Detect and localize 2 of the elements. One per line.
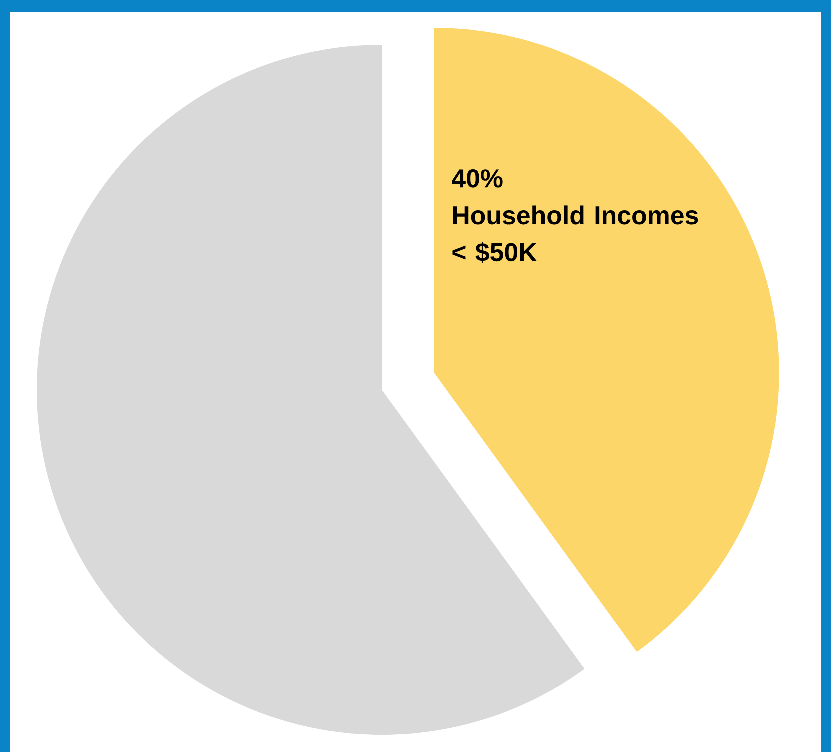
data-label: 40%	[452, 170, 503, 188]
slice-label: Household Incomes < $50K	[452, 206, 698, 264]
